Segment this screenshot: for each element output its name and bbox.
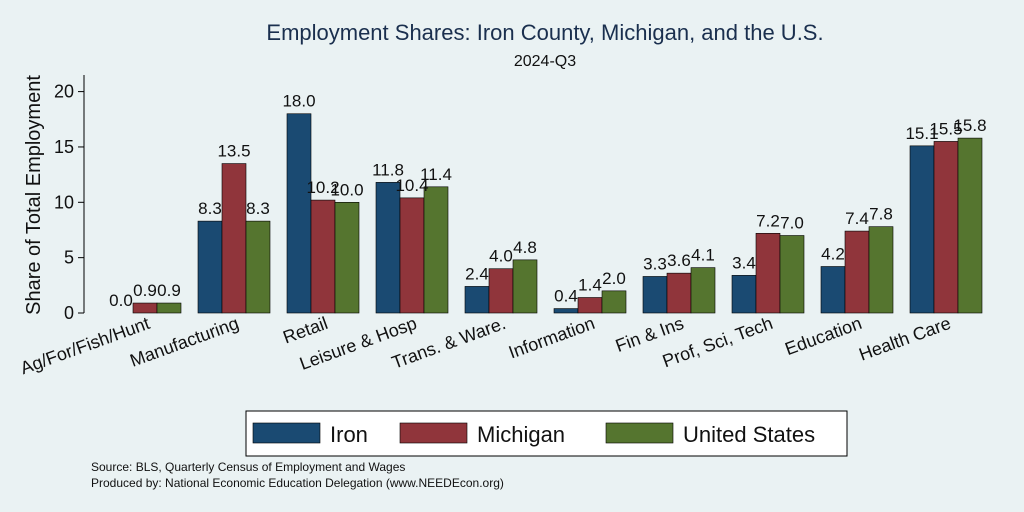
- bar-michigan: [132, 302, 158, 314]
- data-label: 15.5: [929, 119, 962, 138]
- bar-iron: [820, 266, 846, 314]
- legend-swatch: [399, 422, 468, 444]
- data-label: 7.2: [756, 211, 780, 230]
- bar-united-states: [423, 186, 449, 314]
- y-tick-label: 10: [54, 192, 74, 212]
- data-label: 3.3: [643, 254, 667, 273]
- data-label: 10.4: [395, 176, 428, 195]
- y-tick-label: 5: [64, 248, 74, 268]
- data-label: 3.4: [732, 253, 756, 272]
- bar-united-states: [512, 259, 538, 314]
- category-label: Information: [506, 313, 597, 363]
- data-label: 0.4: [554, 287, 578, 306]
- bars: [132, 113, 983, 314]
- data-label: 0.9: [157, 281, 181, 300]
- bar-iron: [642, 276, 668, 314]
- chart-subtitle: 2024-Q3: [514, 53, 576, 70]
- data-label: 0.0: [109, 291, 133, 310]
- bar-united-states: [957, 137, 983, 314]
- y-tick-label: 20: [54, 82, 74, 102]
- category-label: Education: [782, 313, 864, 359]
- bar-iron: [197, 220, 223, 314]
- legend: Iron Michigan United States: [245, 410, 848, 457]
- data-label: 11.8: [372, 160, 404, 179]
- category-label: Ag/For/Fish/Hunt: [18, 313, 153, 378]
- legend-label: Michigan: [477, 422, 565, 447]
- bar-united-states: [868, 226, 894, 314]
- data-label: 3.6: [667, 251, 691, 270]
- bar-iron: [464, 286, 490, 314]
- y-tick-label: 15: [54, 137, 74, 157]
- data-label: 15.8: [953, 116, 986, 135]
- bar-iron: [375, 182, 401, 314]
- bar-michigan: [933, 141, 959, 314]
- data-label: 7.4: [845, 209, 869, 228]
- bar-michigan: [844, 230, 870, 314]
- y-ticks: 0 5 10 15 20: [54, 82, 84, 323]
- data-label: 10.0: [330, 180, 363, 199]
- bar-iron: [731, 275, 757, 314]
- bar-michigan: [399, 197, 425, 314]
- source-note: Source: BLS, Quarterly Census of Employm…: [91, 460, 405, 474]
- category-label: Health Care: [856, 313, 953, 365]
- data-label: 11.4: [420, 165, 452, 184]
- legend-label: Iron: [330, 422, 368, 447]
- produced-by-note: Produced by: National Economic Education…: [91, 476, 504, 490]
- data-label: 8.3: [198, 199, 222, 218]
- data-label: 2.0: [602, 269, 626, 288]
- bar-michigan: [310, 199, 336, 314]
- data-label: 7.8: [869, 205, 893, 224]
- bar-united-states: [690, 267, 716, 314]
- legend-swatch: [605, 422, 674, 444]
- chart-title: Employment Shares: Iron County, Michigan…: [266, 20, 823, 45]
- data-labels: 0.00.9 0.98.313.58.318.010.210.011.810.41…: [109, 92, 986, 310]
- bar-michigan: [577, 297, 603, 314]
- bar-united-states: [245, 220, 271, 314]
- bar-michigan: [488, 268, 514, 314]
- bar-michigan: [221, 163, 247, 314]
- bar-united-states: [779, 235, 805, 314]
- legend-label: United States: [683, 422, 815, 447]
- legend-box: [245, 410, 848, 457]
- data-label: 8.3: [246, 199, 270, 218]
- data-label: 4.1: [691, 246, 715, 265]
- data-label: 0.9: [133, 281, 157, 300]
- legend-swatch: [252, 422, 321, 444]
- bar-iron: [286, 113, 312, 314]
- data-label: 4.8: [513, 238, 537, 257]
- bar-iron: [553, 308, 579, 314]
- data-label: 15.1: [905, 124, 938, 143]
- y-tick-label: 0: [64, 303, 74, 323]
- bar-united-states: [601, 290, 627, 314]
- category-label: Retail: [280, 313, 330, 348]
- data-label: 4.2: [821, 245, 845, 264]
- bar-united-states: [156, 302, 182, 314]
- data-label: 1.4: [578, 276, 602, 295]
- bar-united-states: [334, 202, 360, 314]
- data-label: 18.0: [282, 92, 315, 111]
- data-label: 10.2: [306, 178, 339, 197]
- bar-iron: [909, 145, 935, 314]
- data-label: 7.0: [780, 214, 804, 233]
- bar-michigan: [755, 232, 781, 314]
- data-label: 13.5: [217, 142, 250, 161]
- data-label: 4.0: [489, 247, 513, 266]
- y-axis-label: Share of Total Employment: [23, 75, 45, 315]
- bar-michigan: [666, 272, 692, 314]
- data-label: 2.4: [465, 264, 489, 283]
